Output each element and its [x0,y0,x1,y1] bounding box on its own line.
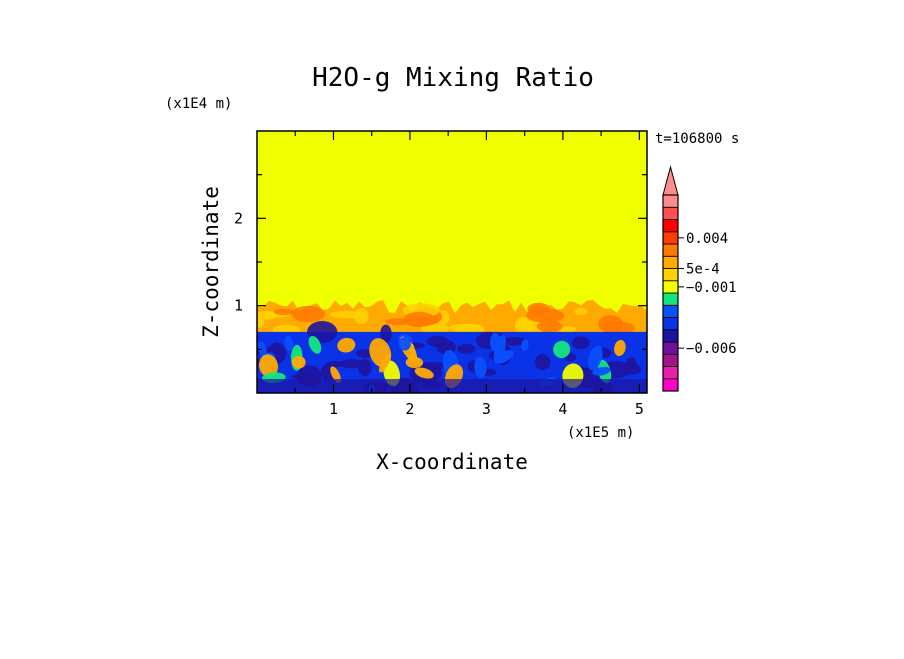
field-moist-plume [587,345,603,371]
field-dry-cell [623,363,641,375]
field-dry-cell [339,359,364,369]
y-scale-label: (x1E4 m) [165,96,232,112]
field-moist-plume [405,356,424,369]
colorbar-swatch [662,341,679,355]
field-dry-cell [355,349,374,358]
colorbar-label: 0.004 [686,231,728,247]
field-dry-cell [426,335,449,347]
colorbar: 0.004 5e-4 −0.001 −0.006 [662,165,737,392]
x-scale-label: (x1E5 m) [567,425,634,441]
field-moist-plume [284,335,294,352]
field-moist-plume [489,333,501,352]
time-label: t=106800 s [655,131,739,147]
field-moist-plume [521,339,529,352]
colorbar-swatch [662,194,679,208]
field-mixed-cell [536,320,563,333]
contour-field [257,131,647,393]
field-mixed-cell [273,308,295,316]
colorbar-swatch [662,317,679,331]
field-moist-plume [494,350,514,364]
field-moist-plume [330,366,341,383]
colorbar-swatch [662,219,679,233]
x-tick-label: 4 [558,400,567,418]
field-moist-plume [614,339,626,357]
colorbar-swatch [662,231,679,245]
colorbar-swatch [662,268,679,282]
field-dry-cell [571,336,590,350]
chart-title: H2O-g Mixing Ratio [312,63,594,93]
field-moist-plume [379,353,391,373]
colorbar-swatch [662,378,679,392]
field-moist-plume [398,337,411,351]
field-moist-plume [292,355,306,369]
x-tick-label: 2 [405,400,414,418]
field-moist-plume [414,367,434,379]
field-moist-plume [553,340,571,359]
field-mixed-cell [257,317,265,328]
colorbar-swatch [662,353,679,367]
field-moist-plume [592,366,611,376]
field-moist-plume [308,335,322,354]
field-mixed-cell [598,315,623,333]
field-dry-cell [500,337,528,346]
colorbar-swatch [662,329,679,343]
colorbar-swatch [662,304,679,318]
y-tick-label: 2 [234,209,243,227]
axes: 1 2 3 4 5 1 2 [234,130,648,418]
colorbar-swatch [662,366,679,380]
colorbar-label: −0.001 [686,280,737,296]
field-dry-cell [534,354,551,370]
field-moist-plume [337,337,356,353]
field-dry-cell [457,344,476,354]
field-moist-plume [258,354,279,378]
colorbar-extend-arrow [662,165,679,196]
colorbar-swatch [662,280,679,294]
field-moist-plume [257,341,267,357]
colorbar-swatch [662,243,679,257]
field-mixed-cell [527,302,550,315]
colorbar-swatch [662,292,679,306]
field-mixed-cell [291,305,326,323]
field-mixed-cell [354,307,369,325]
y-tick-label: 1 [234,297,243,315]
x-tick-label: 3 [482,400,491,418]
y-axis-label: Z-coordinate [199,186,223,338]
field-mixed-cell [403,311,435,328]
field-dry-cell [380,324,392,343]
x-tick-label: 5 [635,400,644,418]
colorbar-swatch [662,255,679,269]
colorbar-frame [662,194,679,392]
colorbar-label: 5e-4 [686,262,720,278]
x-axis-label: X-coordinate [376,450,528,474]
field-surface-band [257,379,647,393]
x-tick-label: 1 [329,400,338,418]
colorbar-label: −0.006 [686,341,737,357]
colorbar-swatch [662,206,679,220]
field-mixed-cell [574,307,588,315]
field-moist-plume [474,356,487,379]
